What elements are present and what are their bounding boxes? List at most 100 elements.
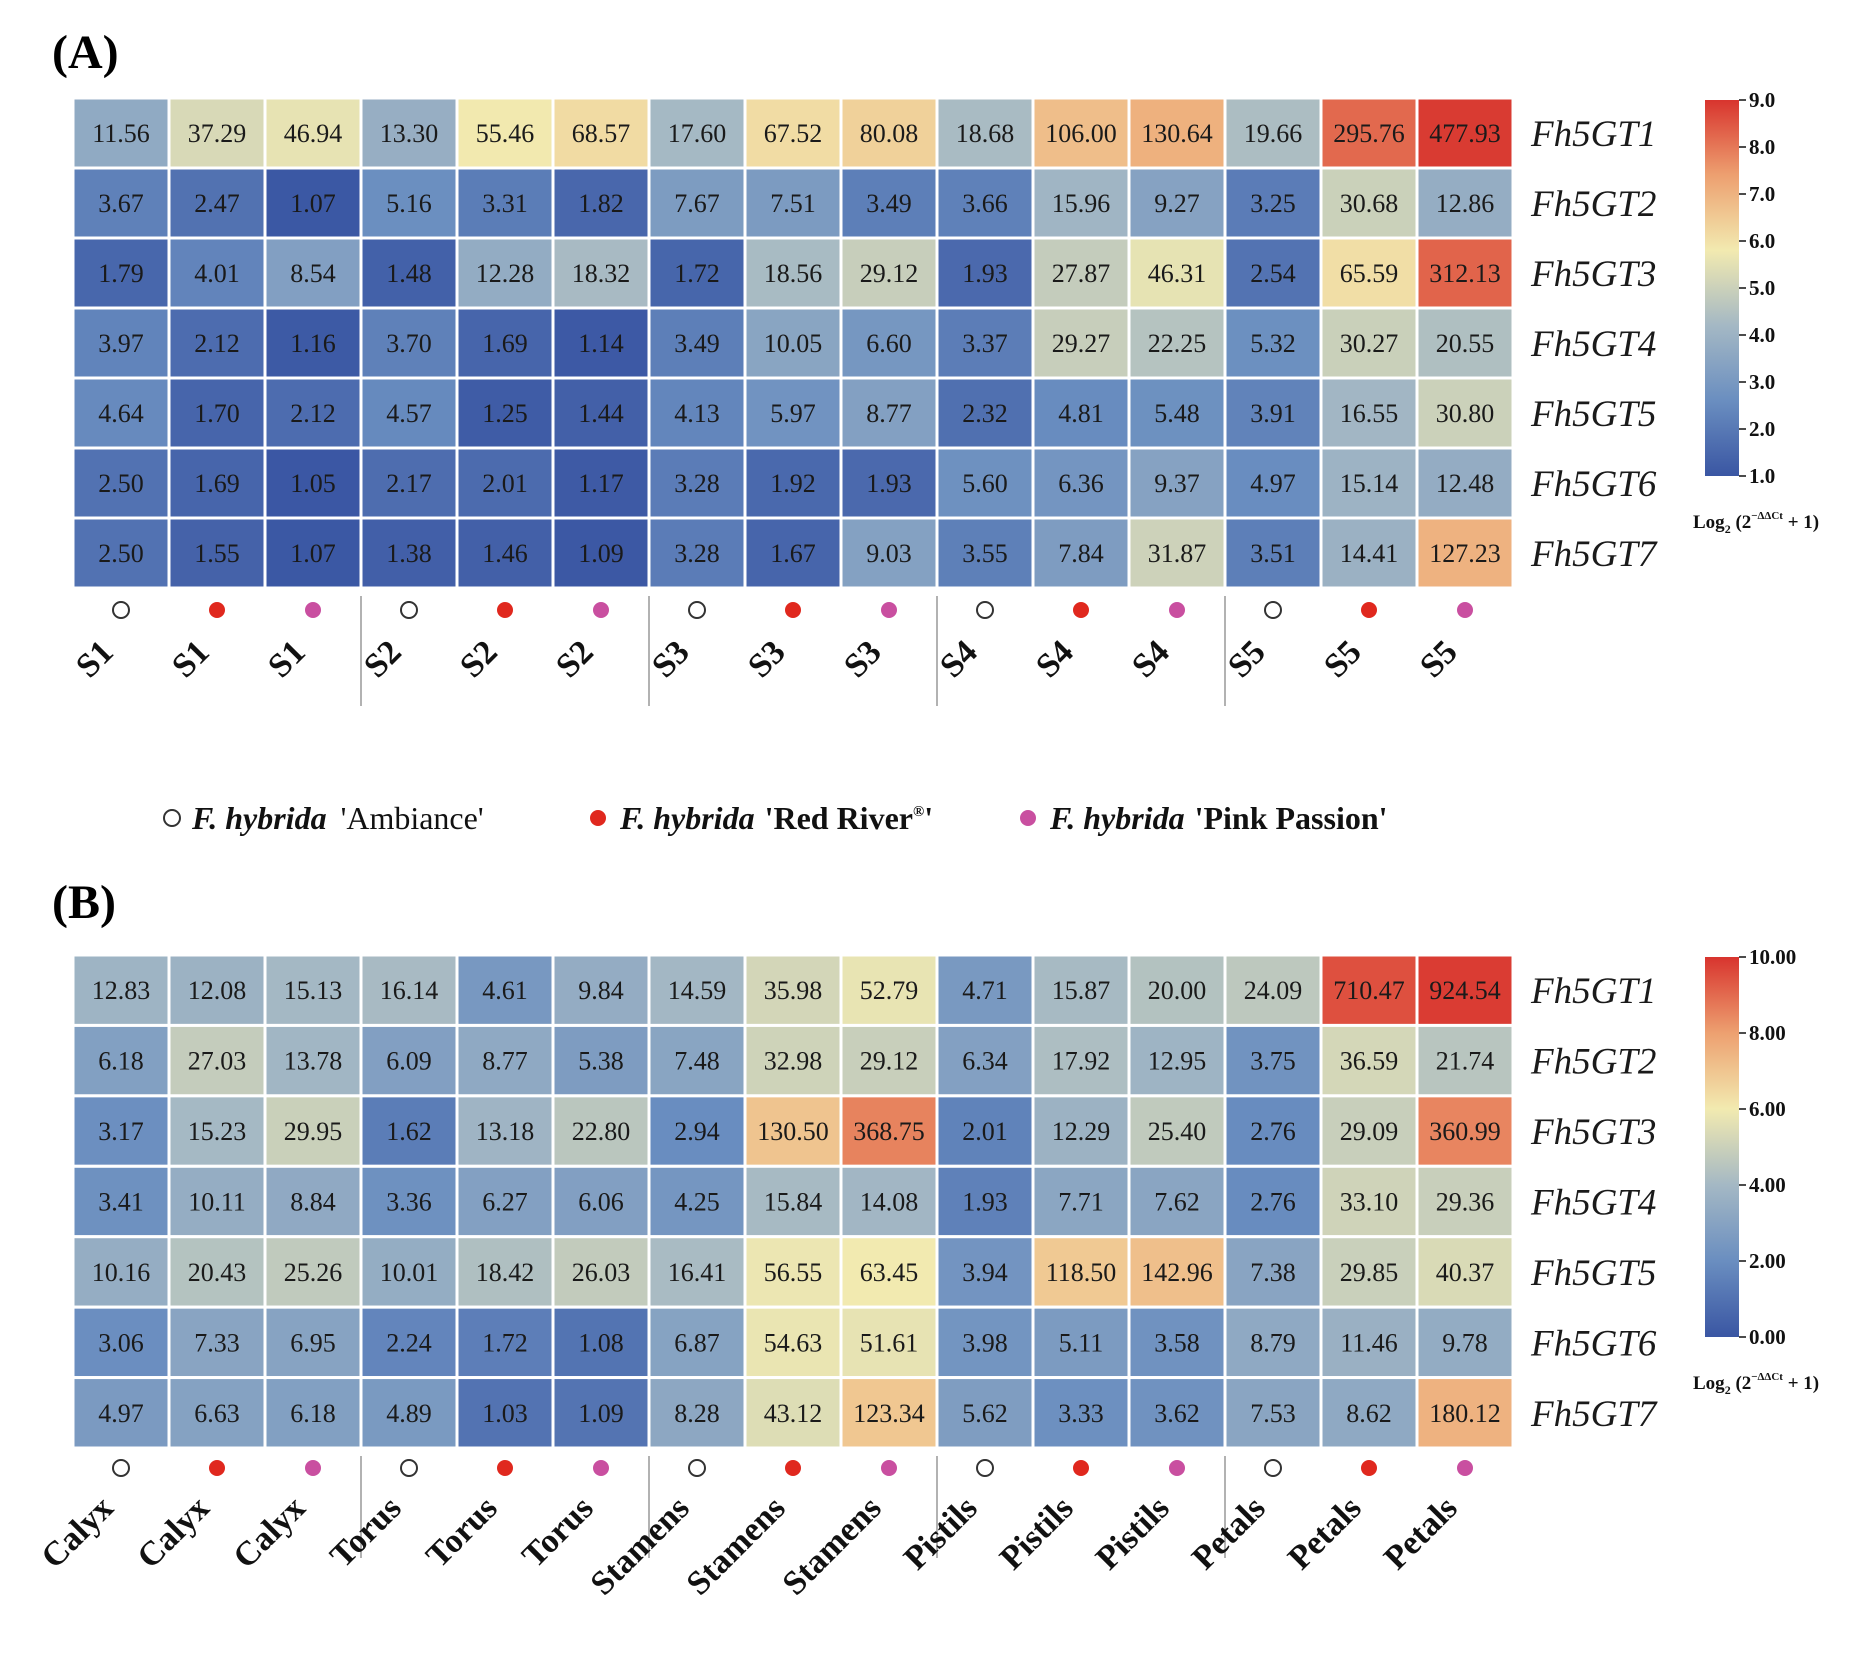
heatmap-cell [839,306,939,380]
cell-value: 12.95 [1148,1047,1207,1076]
cell-value: 5.48 [1154,399,1200,428]
heatmap-cell [359,1305,459,1380]
heatmap-cell [359,1094,459,1168]
heatmap-cell [359,306,459,380]
cultivar-dot-pink-passion [1457,602,1473,618]
cell-value: 142.96 [1141,1258,1213,1287]
heatmap-cell [647,1305,747,1380]
cell-value: 27.87 [1052,259,1111,288]
heatmap-cell [71,1305,171,1380]
heatmap-cell [935,953,1035,1027]
cell-value: 1.44 [578,399,624,428]
heatmap-cell [455,306,555,380]
cell-value: 30.27 [1340,329,1399,358]
cell-value: 8.54 [290,259,336,288]
cultivar-dot-red-river [497,1460,513,1476]
heatmap-cell [263,516,363,590]
heatmap-cell [455,166,555,240]
cell-value: 1.79 [98,259,144,288]
cell-value: 32.98 [764,1047,823,1076]
heatmap-cell [167,1305,267,1380]
heatmap-cell [359,376,459,450]
heatmap-b: 12.83 12.08 15.13 16.14 4.61 9.84 14.59 35.98 52… [34,953,1658,1602]
cultivar-dot-red-river [1361,602,1377,618]
colorbar-title-part: 2 [1725,1383,1731,1397]
heatmap-cell [1127,236,1227,310]
cell-value: 3.49 [866,189,912,218]
colorbar-tick-label: 8.00 [1749,1021,1786,1045]
cell-value: 924.54 [1429,976,1501,1005]
heatmap-cell [743,166,843,240]
cell-value: 4.64 [98,399,144,428]
cell-value: 46.94 [284,119,343,148]
cell-value: 4.97 [98,1399,144,1428]
legend-red-close: ' [924,800,933,836]
cell-value: 2.12 [290,399,336,428]
cell-value: 3.37 [962,329,1008,358]
cell-value: 67.52 [764,119,823,148]
cell-value: 25.40 [1148,1117,1207,1146]
cell-value: 30.68 [1340,189,1399,218]
cell-value: 13.30 [380,119,439,148]
cell-value: 12.48 [1436,469,1495,498]
cell-value: 18.32 [572,259,631,288]
gene-label: Fh5GT1 [1530,114,1656,155]
heatmap-cell [1415,1094,1515,1168]
cultivar-dot-pink-passion [1169,1460,1185,1476]
cell-value: 1.72 [674,259,720,288]
heatmap-cell [551,516,651,590]
heatmap-cell [839,953,939,1027]
cell-value: 6.06 [578,1188,624,1217]
cultivar-dot-pink-passion [1457,1460,1473,1476]
cell-value: 106.00 [1045,119,1117,148]
cell-value: 20.43 [188,1258,247,1287]
heatmap-cell [551,306,651,380]
column-label: Torus [419,1489,504,1574]
cell-value: 9.37 [1154,469,1200,498]
cell-value: 63.45 [860,1258,919,1287]
heatmap-cell [551,376,651,450]
cell-value: 3.28 [674,539,720,568]
cell-value: 29.85 [1340,1258,1399,1287]
cultivar-dot-pink-passion [305,602,321,618]
cell-value: 3.94 [962,1258,1008,1287]
legend-ambiance-dot [163,809,181,827]
cell-value: 2.24 [386,1328,432,1357]
legend-ambiance: F. hybrida 'Ambiance' [191,800,484,836]
cell-value: 10.05 [764,329,823,358]
gene-label: Fh5GT2 [1530,1042,1656,1083]
heatmap-cell [1319,1376,1419,1450]
heatmap-cell [839,1235,939,1309]
cell-value: 1.09 [578,1399,624,1428]
cell-value: 9.27 [1154,189,1200,218]
cell-value: 1.92 [770,469,816,498]
heatmap-cell [1223,446,1323,520]
cell-value: 40.37 [1436,1258,1495,1287]
heatmap-cell [743,1376,843,1450]
legend-red-cultivar: 'Red River [765,800,913,836]
cell-value: 2.12 [194,329,240,358]
cell-value: 1.93 [866,469,912,498]
cell-value: 21.74 [1436,1047,1495,1076]
column-label: S3 [837,633,889,685]
cell-value: 14.41 [1340,539,1399,568]
cell-value: 2.47 [194,189,240,218]
heatmap-cell [1415,1376,1515,1450]
cell-value: 4.13 [674,399,720,428]
heatmap-cell [167,516,267,590]
column-label: S2 [549,633,601,685]
cell-value: 6.87 [674,1328,720,1357]
heatmap-cell [1127,1376,1227,1450]
cell-value: 8.28 [674,1399,720,1428]
heatmap-cell [743,376,843,450]
heatmap-cell [1031,1376,1131,1450]
gene-label: Fh5GT3 [1530,254,1656,295]
heatmap-cell [167,1023,267,1098]
cell-value: 26.03 [572,1258,631,1287]
cell-value: 1.55 [194,539,240,568]
cell-value: 8.77 [866,399,912,428]
heatmap-cell [455,516,555,590]
cell-value: 6.34 [962,1047,1008,1076]
heatmap-cell [743,306,843,380]
cell-value: 14.59 [668,976,727,1005]
